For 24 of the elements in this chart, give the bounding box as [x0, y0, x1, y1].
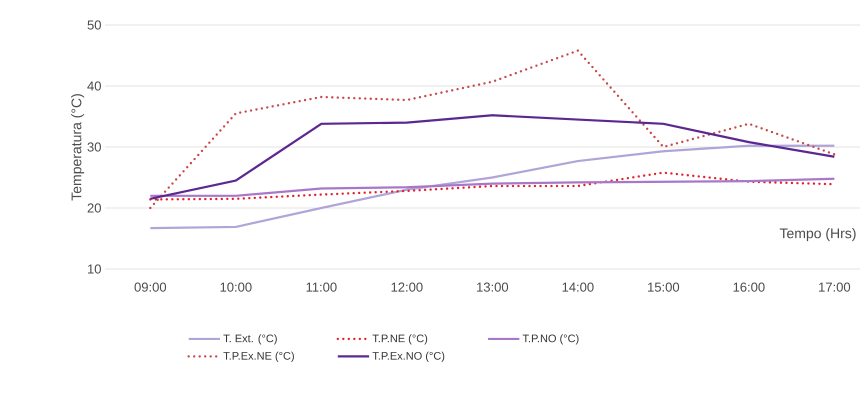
- legend-label: T.P.NO (°C): [522, 334, 579, 344]
- y-axis-title: Temperatura (°C): [71, 94, 84, 200]
- legend-label: T. Ext. (°C): [223, 334, 277, 344]
- legend-label: T.P.Ex.NO (°C): [372, 352, 444, 362]
- legend-label: T.P.Ex.NE (°C): [223, 352, 294, 362]
- line-series: [149, 114, 836, 200]
- x-tick-label: 15:00: [648, 282, 680, 292]
- y-tick-label: 40: [87, 81, 101, 91]
- y-tick-label: 30: [88, 142, 101, 152]
- x-tick-label: 12:00: [392, 282, 423, 292]
- x-tick-label: 11:00: [306, 282, 337, 292]
- y-tick-label: 50: [88, 20, 101, 30]
- x-tick-label: 10:00: [220, 282, 252, 292]
- x-tick-label: 16:00: [734, 282, 765, 292]
- legend-label: T.P.NE (°C): [372, 334, 428, 344]
- y-tick-label: 10: [88, 264, 101, 274]
- x-tick-label: 13:00: [477, 282, 508, 292]
- line-series: [149, 49, 836, 210]
- x-tick-label: 17:00: [819, 282, 850, 292]
- x-tick-label: 14:00: [562, 282, 594, 292]
- x-tick-label: 09:00: [134, 282, 166, 292]
- line-series: [149, 144, 836, 230]
- y-tick-label: 20: [88, 203, 101, 213]
- x-axis-title: Tempo (Hrs): [780, 228, 856, 242]
